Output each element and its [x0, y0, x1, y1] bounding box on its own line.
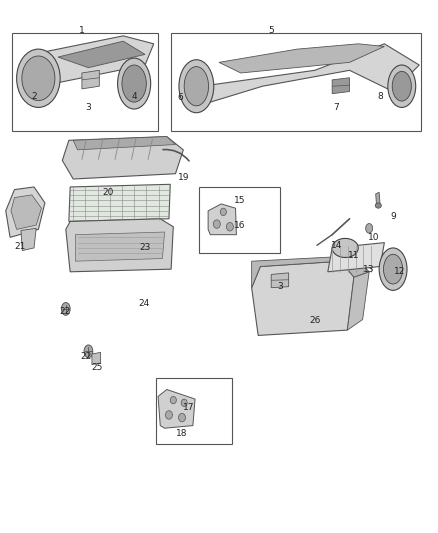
Ellipse shape	[61, 303, 70, 316]
Text: 19: 19	[178, 173, 190, 182]
Ellipse shape	[226, 222, 233, 231]
Ellipse shape	[84, 345, 93, 358]
Ellipse shape	[117, 58, 151, 109]
Polygon shape	[58, 41, 145, 68]
Ellipse shape	[366, 223, 373, 233]
Text: 22: 22	[59, 307, 70, 316]
Polygon shape	[376, 192, 380, 206]
Polygon shape	[92, 352, 101, 365]
Polygon shape	[11, 195, 42, 229]
Polygon shape	[158, 390, 195, 428]
Text: 15: 15	[234, 196, 246, 205]
Polygon shape	[66, 219, 173, 272]
Ellipse shape	[392, 71, 411, 101]
Polygon shape	[332, 78, 350, 94]
Ellipse shape	[179, 60, 214, 113]
Text: 4: 4	[131, 92, 137, 101]
Polygon shape	[75, 232, 165, 261]
Polygon shape	[6, 187, 45, 237]
Ellipse shape	[213, 220, 220, 228]
Text: 14: 14	[331, 241, 342, 250]
Ellipse shape	[388, 65, 416, 108]
Ellipse shape	[170, 397, 177, 404]
Text: 23: 23	[139, 244, 151, 253]
Polygon shape	[201, 44, 419, 102]
Ellipse shape	[22, 56, 55, 101]
Polygon shape	[208, 204, 237, 235]
Text: 26: 26	[309, 316, 321, 325]
Text: 6: 6	[177, 93, 183, 102]
Polygon shape	[347, 272, 369, 330]
Text: 2: 2	[31, 92, 37, 101]
Text: 17: 17	[183, 402, 194, 411]
Ellipse shape	[166, 411, 173, 419]
Text: 13: 13	[364, 265, 375, 273]
Polygon shape	[252, 261, 354, 335]
Ellipse shape	[17, 49, 60, 108]
Text: 22: 22	[81, 352, 92, 361]
Ellipse shape	[122, 65, 146, 102]
Text: 1: 1	[79, 26, 85, 35]
Ellipse shape	[184, 67, 208, 106]
Text: 7: 7	[334, 103, 339, 112]
Polygon shape	[219, 44, 385, 73]
Polygon shape	[21, 228, 36, 251]
Polygon shape	[32, 36, 154, 86]
Ellipse shape	[220, 208, 226, 216]
Ellipse shape	[332, 238, 358, 257]
Polygon shape	[271, 273, 289, 288]
Text: 3: 3	[85, 103, 91, 112]
Ellipse shape	[375, 203, 381, 208]
Ellipse shape	[379, 248, 407, 290]
Ellipse shape	[179, 414, 185, 422]
Text: 24: 24	[138, 299, 150, 308]
Ellipse shape	[384, 254, 403, 284]
Polygon shape	[328, 243, 385, 272]
Text: 3: 3	[277, 282, 283, 291]
Text: 20: 20	[102, 188, 114, 197]
Text: 11: 11	[348, 252, 360, 261]
Text: 10: 10	[368, 233, 379, 242]
Bar	[171, 33, 421, 131]
Bar	[12, 33, 158, 131]
Text: 5: 5	[268, 26, 274, 35]
Polygon shape	[69, 184, 170, 221]
Text: 18: 18	[176, 429, 188, 438]
Text: 12: 12	[394, 268, 405, 276]
Text: 21: 21	[14, 242, 25, 251]
Polygon shape	[252, 256, 369, 288]
Ellipse shape	[181, 399, 187, 407]
Text: 25: 25	[92, 363, 103, 372]
Polygon shape	[82, 70, 99, 89]
Bar	[156, 378, 232, 444]
Text: 8: 8	[377, 92, 383, 101]
Polygon shape	[73, 136, 176, 150]
Text: 9: 9	[390, 212, 396, 221]
Text: 16: 16	[234, 221, 246, 230]
Polygon shape	[62, 136, 184, 179]
Bar	[199, 187, 280, 253]
